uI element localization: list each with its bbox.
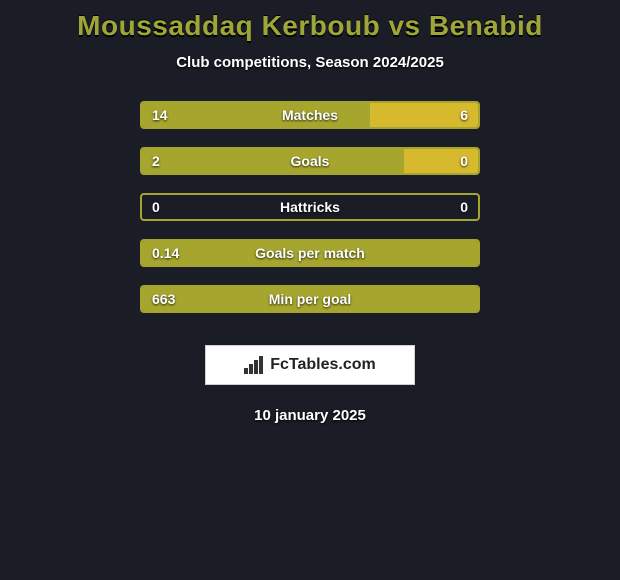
stat-label: Matches (142, 107, 478, 123)
stat-label: Goals (142, 153, 478, 169)
stat-label: Goals per match (142, 245, 478, 261)
comparison-card: Moussaddaq Kerboub vs Benabid Club compe… (0, 0, 620, 424)
stat-row: 663Min per goal (140, 285, 480, 313)
stat-bar: 20Goals (140, 147, 480, 175)
logo-text: FcTables.com (270, 356, 376, 374)
stat-bar: 146Matches (140, 101, 480, 129)
stat-row: 20Goals (140, 147, 480, 175)
stat-label: Hattricks (142, 199, 478, 215)
stat-label: Min per goal (142, 291, 478, 307)
stat-row: 0.14Goals per match (140, 239, 480, 267)
stat-row: 00Hattricks (140, 193, 480, 221)
stat-bar: 00Hattricks (140, 193, 480, 221)
stats-container: 146Matches 20Goals 00Hattricks 0.14Goals pe… (140, 101, 480, 331)
stat-bar: 0.14Goals per match (140, 239, 480, 267)
stat-row: 146Matches (140, 101, 480, 129)
bar-chart-icon (244, 356, 264, 374)
page-title: Moussaddaq Kerboub vs Benabid (77, 10, 543, 42)
stat-bar: 663Min per goal (140, 285, 480, 313)
logo-box[interactable]: FcTables.com (205, 345, 415, 385)
subtitle: Club competitions, Season 2024/2025 (176, 54, 444, 71)
date-label: 10 january 2025 (254, 407, 366, 424)
